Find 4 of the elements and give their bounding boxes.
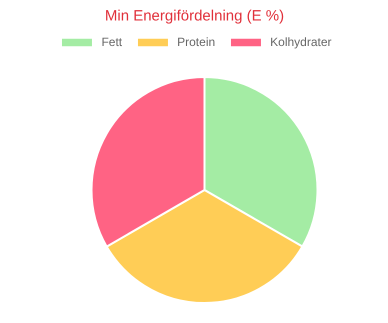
legend-label: Fett xyxy=(101,35,122,49)
chart-title: Min Energifördelning (E %) xyxy=(104,8,284,24)
legend-label: Kolhydrater xyxy=(270,35,332,49)
legend-label: Protein xyxy=(177,35,216,49)
